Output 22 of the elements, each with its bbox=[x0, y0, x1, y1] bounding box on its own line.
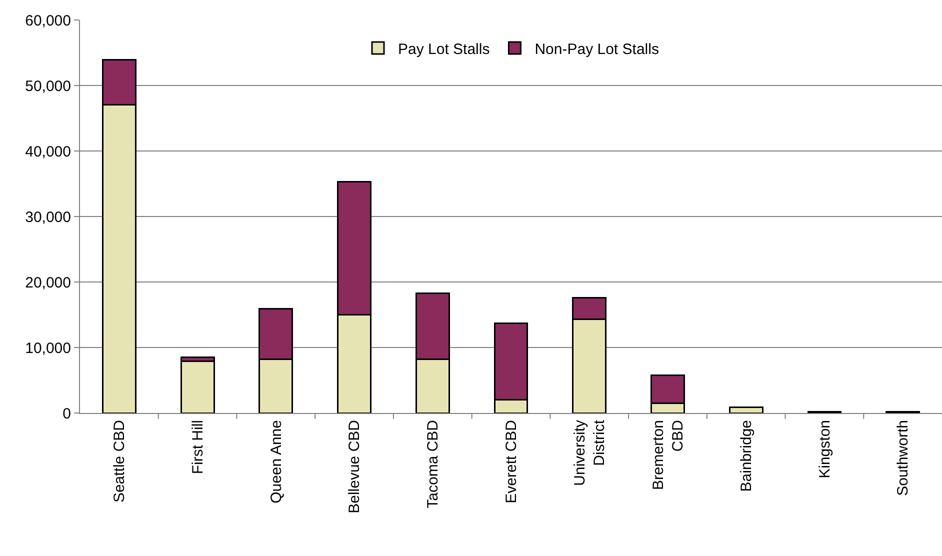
bar bbox=[180, 360, 215, 413]
x-tick-label: Queen Anne bbox=[268, 420, 285, 504]
y-tick-label: 30,000 bbox=[25, 208, 71, 226]
x-tick-label: Seattle CBD bbox=[111, 420, 128, 503]
x-tick-label: Everett CBD bbox=[502, 420, 520, 504]
y-tick-label: 10,000 bbox=[25, 340, 71, 357]
legend-label: Non-Pay Lot Stalls bbox=[534, 40, 659, 58]
x-tick-label: Tacoma CBD bbox=[424, 420, 442, 508]
legend-label: Pay Lot Stalls bbox=[398, 40, 490, 58]
y-tick-label: 60,000 bbox=[25, 12, 71, 30]
x-tick-label: Bremerton CBD bbox=[650, 420, 686, 490]
x-tick-label: Bainbridge bbox=[738, 420, 755, 492]
y-tick-label: 20,000 bbox=[25, 274, 71, 292]
y-tick-label: 50,000 bbox=[25, 78, 71, 95]
x-tick-label: Kingston bbox=[816, 420, 834, 478]
x-tick-label: First Hill bbox=[189, 420, 206, 474]
bar bbox=[728, 406, 764, 413]
x-tick-label: University District bbox=[571, 419, 608, 486]
y-tick-label: 0 bbox=[62, 405, 71, 422]
x-tick-label: Bellevue CBD bbox=[346, 420, 364, 514]
y-tick-label: 40,000 bbox=[25, 143, 71, 160]
x-tick-label: Southworth bbox=[894, 420, 912, 496]
